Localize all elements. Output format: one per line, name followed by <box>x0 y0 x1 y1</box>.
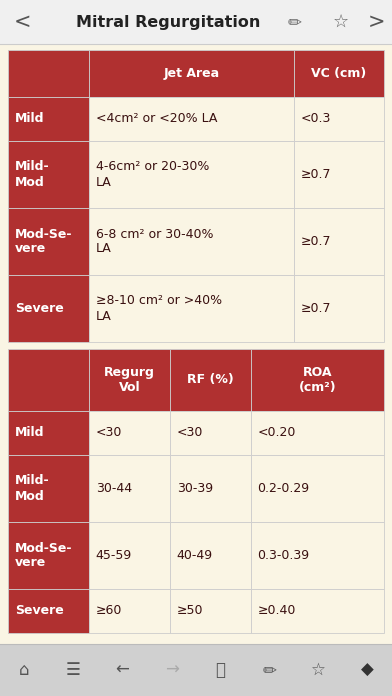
Text: ✏: ✏ <box>263 661 276 679</box>
Text: ⌂: ⌂ <box>19 661 30 679</box>
Bar <box>89 97 294 141</box>
Text: <0.20: <0.20 <box>258 427 296 439</box>
Bar <box>8 275 89 342</box>
Text: ≥60: ≥60 <box>96 605 122 617</box>
Text: Severe: Severe <box>15 605 64 617</box>
Bar <box>294 275 384 342</box>
Text: Mod-Se-
vere: Mod-Se- vere <box>15 541 73 569</box>
Text: Mild-
Mod: Mild- Mod <box>15 161 50 189</box>
Text: Jet Area: Jet Area <box>163 67 220 80</box>
Bar <box>89 208 294 275</box>
Text: →: → <box>165 661 178 679</box>
Bar <box>170 589 250 633</box>
Bar <box>250 522 384 589</box>
Text: 30-39: 30-39 <box>177 482 213 495</box>
Text: ☆: ☆ <box>311 661 326 679</box>
Text: ≥0.7: ≥0.7 <box>301 235 331 248</box>
Text: <4cm² or <20% LA: <4cm² or <20% LA <box>96 113 217 125</box>
Text: <30: <30 <box>177 427 203 439</box>
Bar <box>89 455 170 522</box>
Bar <box>294 97 384 141</box>
Bar <box>170 349 250 411</box>
Text: ≥0.40: ≥0.40 <box>258 605 296 617</box>
Bar <box>250 349 384 411</box>
Bar <box>8 522 89 589</box>
Bar <box>8 455 89 522</box>
Bar <box>294 50 384 97</box>
Text: 0.3-0.39: 0.3-0.39 <box>258 549 310 562</box>
Text: ☰: ☰ <box>66 661 81 679</box>
Bar <box>8 589 89 633</box>
Bar <box>250 455 384 522</box>
Text: Mild: Mild <box>15 427 45 439</box>
Text: ≥0.7: ≥0.7 <box>301 168 331 181</box>
Text: ≥50: ≥50 <box>177 605 203 617</box>
Bar <box>0 644 392 696</box>
Bar <box>89 589 170 633</box>
Text: <30: <30 <box>96 427 122 439</box>
Bar <box>89 411 170 455</box>
Bar <box>0 0 392 44</box>
Text: ←: ← <box>116 661 129 679</box>
Bar <box>89 141 294 208</box>
Text: Severe: Severe <box>15 302 64 315</box>
Text: 6-8 cm² or 30-40%
LA: 6-8 cm² or 30-40% LA <box>96 228 213 255</box>
Text: ≥8-10 cm² or >40%
LA: ≥8-10 cm² or >40% LA <box>96 294 222 322</box>
Bar <box>89 522 170 589</box>
Bar <box>89 50 294 97</box>
Text: 4-6cm² or 20-30%
LA: 4-6cm² or 20-30% LA <box>96 161 209 189</box>
Text: ✏: ✏ <box>287 13 301 31</box>
Text: RF (%): RF (%) <box>187 374 234 386</box>
Bar <box>8 349 89 411</box>
Text: 30-44: 30-44 <box>96 482 132 495</box>
Bar <box>8 141 89 208</box>
Text: ≥0.7: ≥0.7 <box>301 302 331 315</box>
Bar <box>89 349 170 411</box>
Bar <box>170 522 250 589</box>
Bar <box>8 97 89 141</box>
Text: ROA
(cm²): ROA (cm²) <box>298 366 336 394</box>
Text: ⌕: ⌕ <box>216 661 225 679</box>
Text: Mod-Se-
vere: Mod-Se- vere <box>15 228 73 255</box>
Text: VC (cm): VC (cm) <box>311 67 367 80</box>
Text: 40-49: 40-49 <box>177 549 213 562</box>
Bar <box>294 208 384 275</box>
Bar <box>8 208 89 275</box>
Text: Regurg
Vol: Regurg Vol <box>104 366 155 394</box>
Text: <0.3: <0.3 <box>301 113 331 125</box>
Text: 0.2-0.29: 0.2-0.29 <box>258 482 310 495</box>
Text: Mild: Mild <box>15 113 45 125</box>
Bar <box>170 455 250 522</box>
Bar <box>170 411 250 455</box>
Bar <box>8 50 89 97</box>
Text: <: < <box>14 12 31 32</box>
Bar <box>250 411 384 455</box>
Text: ☆: ☆ <box>333 13 349 31</box>
Text: Mild-
Mod: Mild- Mod <box>15 475 50 503</box>
Text: ◆: ◆ <box>361 661 374 679</box>
Bar <box>250 589 384 633</box>
Bar <box>89 275 294 342</box>
Bar <box>294 141 384 208</box>
Bar <box>8 411 89 455</box>
Text: Mitral Regurgitation: Mitral Regurgitation <box>76 15 261 29</box>
Text: 45-59: 45-59 <box>96 549 132 562</box>
Text: >: > <box>368 12 385 32</box>
